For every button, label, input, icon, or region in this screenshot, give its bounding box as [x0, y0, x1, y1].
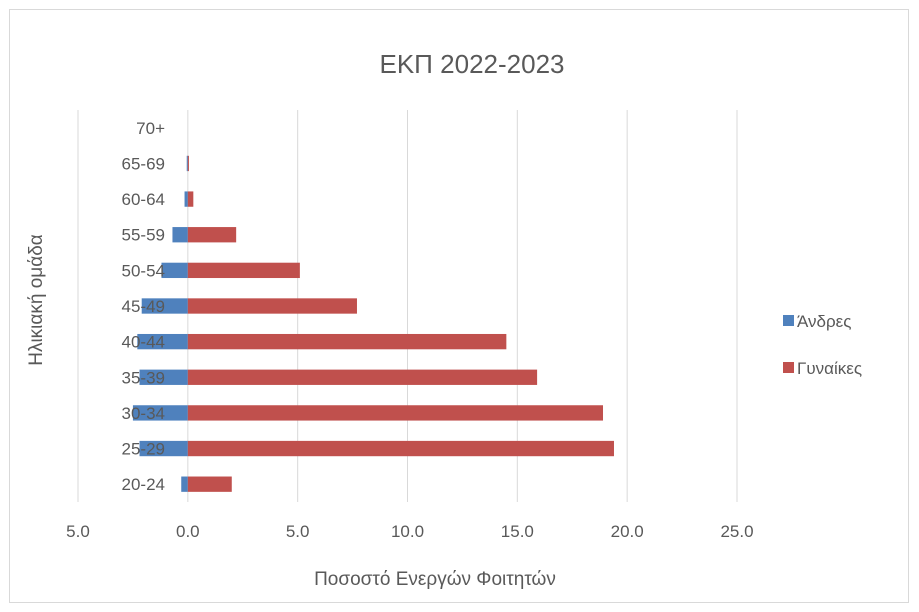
x-tick-label: 20.0	[611, 522, 644, 541]
bar-men-20-24	[181, 476, 188, 492]
x-tick-label: 5.0	[286, 522, 310, 541]
bar-women-20-24	[187, 476, 232, 492]
bar-women-50-54	[187, 262, 300, 279]
y-tick-labels: 20-24 25-29 30-34 35-39 40-44 45-49 50-54 55-59…	[122, 119, 166, 494]
x-tick-label: 25.0	[720, 522, 753, 541]
legend-label: Άνδρες	[797, 312, 851, 331]
chart-title: ΕΚΠ 2022-2023	[379, 49, 564, 79]
x-tick-label: 15.0	[501, 522, 534, 541]
bar-women-40-44	[187, 333, 507, 350]
x-tick-label: 0.0	[176, 522, 200, 541]
y-axis-label: Ηλικιακή ομάδα	[26, 234, 47, 366]
x-tick-labels: 5.0 0.0 5.0 10.0 15.0 20.0 25.0	[66, 522, 753, 541]
bar-women-35-39	[187, 369, 538, 385]
bar-women-45-49	[187, 298, 357, 314]
bars	[132, 155, 614, 492]
bar-men-35-39	[139, 369, 188, 385]
bar-women-65-69	[187, 155, 189, 172]
y-tick-label: 45-49	[122, 297, 165, 316]
bar-men-40-44	[137, 333, 188, 350]
bar-men-55-59	[172, 227, 188, 243]
y-tick-label: 55-59	[122, 226, 165, 245]
bar-men-30-34	[132, 405, 188, 421]
bar-men-65-69	[186, 155, 188, 172]
bar-men-45-49	[141, 298, 188, 314]
bar-women-55-59	[187, 227, 237, 243]
y-tick-label: 35-39	[122, 368, 165, 387]
bar-women-30-34	[187, 405, 604, 421]
x-tick-label: 10.0	[391, 522, 424, 541]
legend-swatch	[783, 362, 794, 373]
y-tick-label: 65-69	[122, 154, 165, 173]
bar-women-60-64	[187, 191, 194, 207]
y-tick-label: 50-54	[122, 261, 165, 280]
y-tick-label: 20-24	[122, 475, 165, 494]
legend-label: Γυναίκες	[797, 359, 862, 378]
bar-men-50-54	[161, 262, 188, 279]
x-tick-label: 5.0	[66, 522, 90, 541]
y-tick-label: 30-34	[122, 404, 165, 423]
gridlines	[77, 110, 738, 502]
y-tick-label: 60-64	[122, 190, 165, 209]
x-axis-label: Ποσοστό Ενεργών Φοιτητών	[314, 569, 556, 590]
legend: Άνδρες Γυναίκες	[783, 312, 862, 378]
bar-men-60-64	[184, 191, 188, 207]
y-tick-label: 70+	[136, 119, 165, 138]
y-tick-label: 25-29	[122, 440, 165, 459]
bar-women-25-29	[187, 440, 614, 457]
bar-men-25-29	[139, 440, 188, 457]
legend-swatch	[783, 315, 794, 326]
y-tick-label: 40-44	[122, 333, 165, 352]
